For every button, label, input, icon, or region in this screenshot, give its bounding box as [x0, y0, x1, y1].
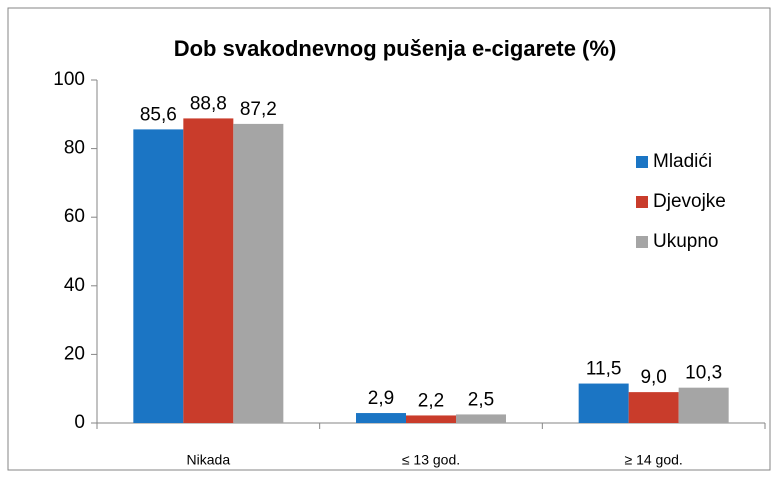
legend-swatch — [636, 196, 648, 208]
chart-title: Dob svakodnevnog pušenja e-cigarete (%) — [174, 36, 617, 61]
y-tick-label: 80 — [64, 138, 85, 159]
bar — [456, 414, 506, 423]
x-tick-label: Nikada — [187, 452, 231, 468]
x-tick-label: ≤ 13 god. — [402, 452, 460, 468]
x-tick-label: ≥ 14 god. — [625, 452, 683, 468]
legend-label: Mladići — [653, 151, 712, 172]
value-label: 87,2 — [240, 99, 277, 120]
legend-swatch — [636, 156, 648, 168]
legend-swatch — [636, 236, 648, 248]
y-tick-label: 20 — [64, 343, 85, 364]
y-tick-label: 0 — [74, 412, 85, 433]
bar — [678, 387, 729, 423]
y-tick-label: 40 — [64, 275, 85, 296]
bar — [183, 118, 234, 423]
value-label: 2,9 — [368, 388, 394, 409]
legend-label: Ukupno — [653, 231, 719, 252]
value-label: 2,2 — [418, 390, 444, 411]
value-label: 10,3 — [685, 363, 722, 384]
value-label: 85,6 — [140, 104, 177, 125]
bar — [233, 123, 284, 424]
bar — [628, 392, 679, 423]
bar — [356, 413, 406, 423]
bar — [406, 415, 456, 423]
bar — [578, 383, 629, 423]
legend-label: Djevojke — [653, 191, 726, 212]
value-label: 2,5 — [468, 389, 494, 410]
y-tick-label: 100 — [53, 69, 85, 90]
value-label: 88,8 — [190, 93, 227, 114]
value-label: 11,5 — [586, 359, 622, 380]
value-label: 9,0 — [640, 367, 666, 388]
bar — [133, 129, 184, 423]
y-tick-label: 60 — [64, 206, 85, 227]
